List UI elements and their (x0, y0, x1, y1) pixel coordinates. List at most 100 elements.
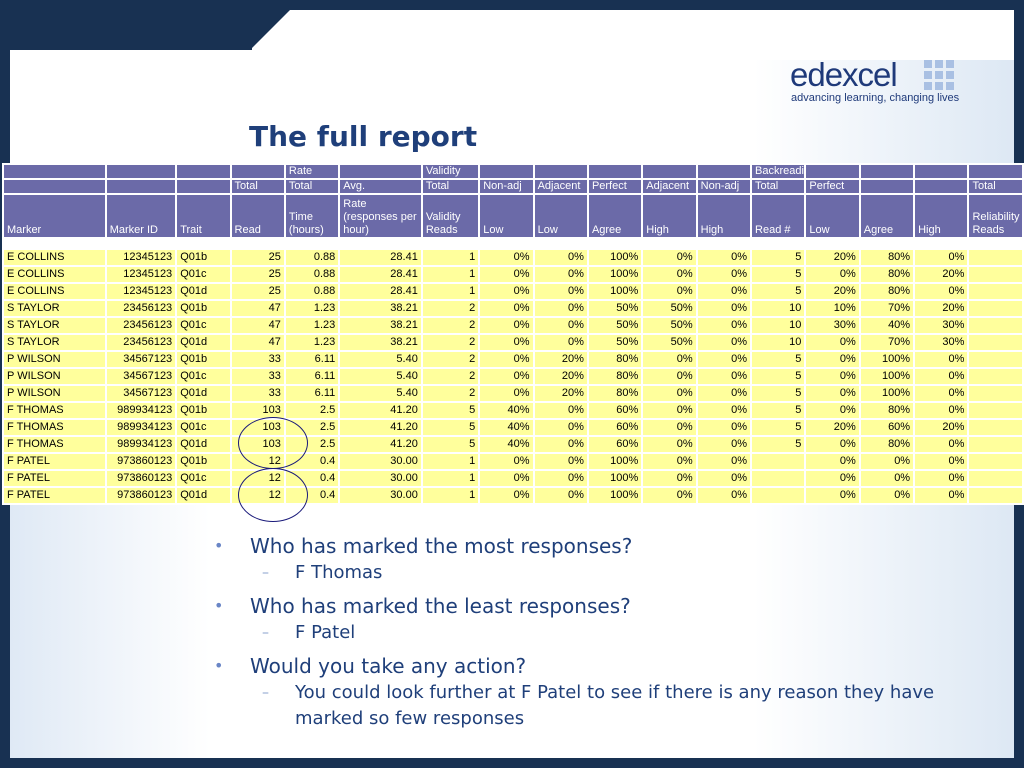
table-cell: 0% (806, 437, 859, 452)
table-cell: 70% (860, 301, 914, 316)
header-column-row-cell: Agree (860, 195, 914, 237)
table-cell: 989934123 (106, 420, 176, 435)
table-cell: F THOMAS (4, 403, 105, 418)
table-cell: 0% (806, 352, 859, 367)
table-cell: 70% (860, 335, 914, 350)
table-cell: 100% (588, 471, 642, 486)
table-cell: 40% (480, 420, 533, 435)
table-cell: 10 (752, 301, 805, 316)
table-cell (752, 454, 805, 469)
table-cell: 23456123 (106, 335, 176, 350)
table-cell: Q01c (177, 369, 230, 384)
header-column-row-cell: Low (534, 195, 587, 237)
table-cell: 6.11 (285, 386, 339, 401)
table-cell: 33 (231, 386, 284, 401)
table-cell: 0% (806, 488, 859, 503)
table-cell: 0% (534, 250, 587, 265)
header-group-row-cell (4, 165, 105, 178)
table-cell: 0% (697, 301, 751, 316)
header-column-row-cell: Agree (588, 195, 642, 237)
table-cell: 34567123 (106, 386, 176, 401)
table-cell: Q01c (177, 318, 230, 333)
table-cell (969, 420, 1022, 435)
table-cell: 0% (480, 267, 533, 282)
table-cell: 989934123 (106, 437, 176, 452)
table-cell: 30% (915, 335, 968, 350)
table-cell: 20% (806, 250, 859, 265)
table-cell (969, 403, 1022, 418)
table-cell: 0% (806, 369, 859, 384)
table-cell: 5 (752, 369, 805, 384)
header-column-row-cell: High (697, 195, 751, 237)
table-cell: 0% (534, 284, 587, 299)
table-cell: 0% (697, 267, 751, 282)
table-cell: 38.21 (340, 318, 421, 333)
table-cell (969, 471, 1022, 486)
header-sub-row: Total Total Avg. Total Non-adj Adjacent Perfec… (4, 180, 1022, 193)
table-cell: F PATEL (4, 471, 105, 486)
header-group-row-cell (860, 165, 914, 178)
table-cell: 28.41 (340, 250, 421, 265)
header-column-row-cell: High (915, 195, 968, 237)
table-cell: 40% (860, 318, 914, 333)
table-cell: 0% (534, 267, 587, 282)
table-cell: Q01c (177, 267, 230, 282)
header-column-row: Marker Marker ID Trait Read Time (hours) Rate… (4, 195, 1022, 237)
table-cell: 80% (588, 369, 642, 384)
header-sub-row-cell: Total (422, 180, 479, 193)
header-group-row-cell (969, 165, 1022, 178)
bullet-answer-3: You could look further at F Patel to see… (210, 680, 990, 732)
header-group-row-cell (697, 165, 751, 178)
table-cell: 100% (588, 284, 642, 299)
table-row: F THOMAS 989934123 Q01b 103 2.5 41.20 5 40% 0% 60… (4, 403, 1022, 418)
table-cell: 973860123 (106, 488, 176, 503)
table-cell: 0% (697, 386, 751, 401)
table-cell: 2 (422, 318, 479, 333)
table-cell: 5 (422, 437, 479, 452)
table-cell: 0% (806, 454, 859, 469)
table-cell (752, 471, 805, 486)
table-cell: 0% (697, 284, 751, 299)
table-cell: 0% (480, 352, 533, 367)
table-cell: 20% (915, 301, 968, 316)
table-cell: 0% (480, 471, 533, 486)
table-cell: 28.41 (340, 284, 421, 299)
table-cell: 2 (422, 335, 479, 350)
table-cell (969, 301, 1022, 316)
table-cell: 0% (643, 284, 696, 299)
table-cell: 0% (915, 488, 968, 503)
table-cell: 60% (860, 420, 914, 435)
table-cell (969, 352, 1022, 367)
table-cell (969, 250, 1022, 265)
header-column-row-cell: Read # (752, 195, 805, 237)
bullet-answer-2: F Patel (210, 620, 990, 646)
table-cell: 0% (480, 454, 533, 469)
header-group-row-cell (231, 165, 284, 178)
header-sub-row-cell: Total (231, 180, 284, 193)
header-group-row-cell: Validity (422, 165, 479, 178)
header-sub-row-cell: Perfect (806, 180, 859, 193)
table-cell: 23456123 (106, 301, 176, 316)
header-group-row-cell (643, 165, 696, 178)
marker-report-table: RateValidityBackreadingTotalTotalAvg.Tot… (2, 163, 1024, 505)
header-column-row-cell: Low (480, 195, 533, 237)
table-cell: S TAYLOR (4, 335, 105, 350)
table-cell: 33 (231, 352, 284, 367)
table-cell: 1.23 (285, 335, 339, 350)
table-cell: 5 (752, 284, 805, 299)
table-cell: 100% (588, 488, 642, 503)
table-cell: 0% (860, 471, 914, 486)
table-cell: 973860123 (106, 471, 176, 486)
table-cell: 47 (231, 301, 284, 316)
table-cell: 0% (534, 420, 587, 435)
table-cell: 20% (915, 420, 968, 435)
table-cell: 25 (231, 267, 284, 282)
table-cell: 0% (915, 454, 968, 469)
table-cell: 973860123 (106, 454, 176, 469)
header-column-row-cell: Time (hours) (285, 195, 339, 237)
table-row: F THOMAS 989934123 Q01c 103 2.5 41.20 5 40% 0% 60… (4, 420, 1022, 435)
table-cell: 23456123 (106, 318, 176, 333)
table-cell (969, 386, 1022, 401)
table-cell (969, 284, 1022, 299)
header-column-row-cell: High (643, 195, 696, 237)
